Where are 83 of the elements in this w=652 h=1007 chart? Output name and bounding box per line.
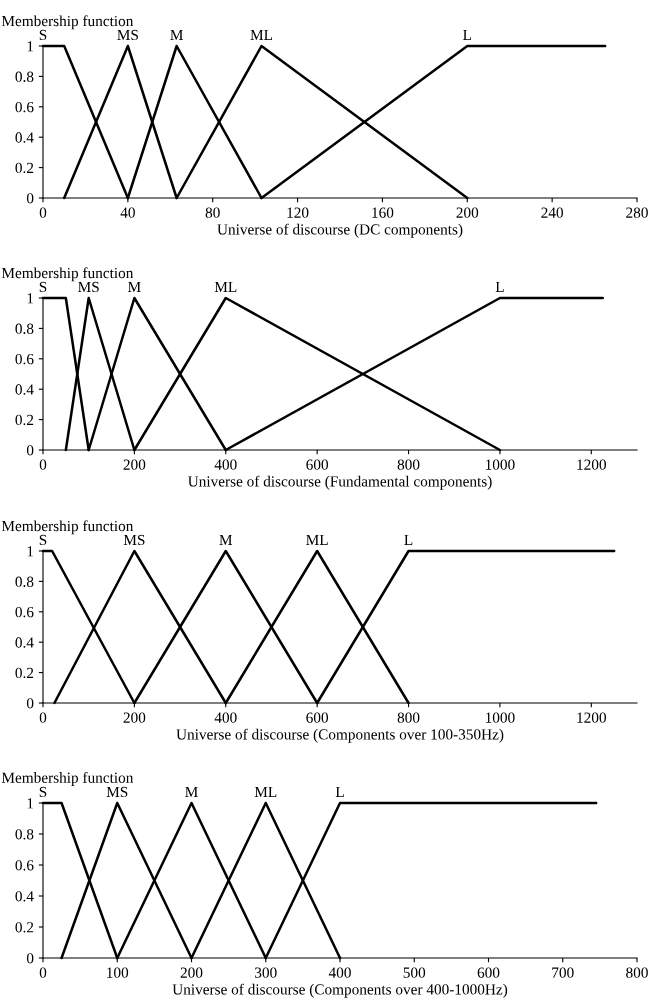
series-label: ML — [306, 534, 328, 545]
y-axis-title: Membership function — [1, 520, 134, 535]
y-tick-label: 0.2 — [15, 667, 34, 679]
y-tick-label: 0.8 — [15, 576, 34, 587]
y-tick-label: 0.8 — [15, 829, 34, 840]
y-tick-label: 0 — [26, 445, 34, 456]
y-tick-label: 0.6 — [15, 353, 34, 365]
y-tick-label: 0.6 — [15, 860, 34, 871]
x-tick-label: 1000 — [485, 712, 515, 723]
x-axis-title: Universe of discourse (Components over 100-350Hz) — [176, 728, 504, 743]
series-label: ML — [214, 281, 237, 292]
x-tick-label: 40 — [120, 207, 135, 218]
y-axis-title: Membership function — [1, 267, 134, 282]
series-label: M — [128, 281, 141, 292]
series-label: L — [335, 786, 344, 797]
series-label: L — [463, 29, 472, 40]
x-tick-label: 800 — [397, 712, 420, 723]
x-tick-label: 200 — [180, 967, 203, 978]
y-tick-label: 0.4 — [15, 637, 34, 648]
y-tick-label: 0.2 — [15, 414, 34, 426]
series-label: S — [39, 786, 47, 798]
y-tick-label: 1 — [27, 293, 34, 304]
x-axis-title: Universe of discourse (DC components) — [217, 223, 463, 238]
x-tick-label: 400 — [214, 459, 237, 470]
series-label: S — [39, 534, 47, 546]
series-label: M — [170, 29, 183, 40]
x-tick-label: 280 — [626, 207, 648, 218]
y-tick-label: 0.2 — [15, 922, 34, 933]
x-tick-label: 1200 — [577, 459, 606, 470]
y-tick-label: 0.6 — [15, 606, 34, 618]
x-tick-label: 0 — [39, 967, 47, 978]
y-tick-label: 0.4 — [15, 132, 34, 143]
series-label: L — [404, 534, 413, 545]
x-tick-label: 240 — [541, 207, 564, 218]
y-axis-title: Membership function — [1, 771, 134, 786]
x-tick-label: 300 — [255, 967, 277, 978]
x-tick-label: 200 — [456, 207, 479, 218]
x-tick-label: 100 — [107, 967, 129, 978]
series-label: M — [185, 786, 198, 797]
x-tick-label: 400 — [214, 712, 237, 723]
series-label: S — [39, 29, 47, 41]
x-tick-label: 500 — [403, 967, 426, 978]
x-tick-label: 80 — [205, 207, 220, 218]
x-tick-label: 0 — [39, 207, 47, 218]
x-tick-label: 200 — [123, 459, 146, 470]
x-tick-label: 200 — [123, 712, 146, 723]
x-axis-title: Universe of discourse (Fundamental components) — [188, 475, 492, 490]
x-tick-label: 160 — [372, 207, 394, 218]
x-tick-label: 1000 — [485, 459, 515, 470]
y-tick-label: 0.4 — [15, 891, 34, 902]
series-label: MS — [117, 29, 138, 41]
y-tick-label: 0 — [26, 698, 34, 709]
x-tick-label: 400 — [328, 967, 351, 978]
x-axis-title: Universe of discourse (Components over 400-1000Hz) — [172, 983, 508, 998]
x-tick-label: 600 — [477, 967, 500, 978]
y-tick-label: 1 — [27, 546, 34, 557]
y-tick-label: 0 — [26, 953, 34, 964]
x-tick-label: 800 — [626, 967, 648, 978]
series-label: L — [495, 281, 504, 292]
y-tick-label: 0.6 — [15, 101, 34, 113]
series-label: MS — [123, 534, 145, 546]
series-label: MS — [106, 786, 128, 798]
x-tick-label: 700 — [552, 967, 574, 978]
x-tick-label: 0 — [39, 459, 47, 470]
x-tick-label: 0 — [39, 712, 47, 723]
series-label: ML — [254, 786, 277, 797]
y-tick-label: 0 — [26, 193, 34, 204]
series-label: MS — [78, 281, 99, 293]
x-tick-label: 600 — [306, 459, 329, 470]
x-tick-label: 1200 — [577, 712, 606, 723]
series-label: S — [39, 281, 47, 293]
y-tick-label: 1 — [27, 41, 34, 52]
y-tick-label: 1 — [27, 798, 34, 809]
y-tick-label: 0.8 — [15, 71, 34, 82]
y-axis-title: Membership function — [1, 15, 134, 30]
x-tick-label: 800 — [397, 459, 420, 470]
series-label: M — [219, 534, 233, 545]
x-tick-label: 600 — [306, 712, 329, 723]
y-tick-label: 0.8 — [15, 323, 34, 334]
y-tick-label: 0.4 — [15, 384, 34, 395]
series-label: ML — [250, 29, 273, 40]
y-tick-label: 0.2 — [15, 162, 34, 174]
x-tick-label: 120 — [287, 207, 309, 218]
